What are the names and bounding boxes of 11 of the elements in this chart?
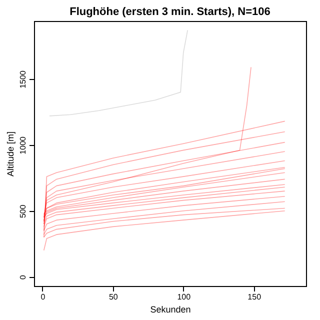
x-tick-label: 0 [40, 292, 46, 302]
y-axis-title: Altitude [m] [6, 131, 16, 177]
y-tick-label: 500 [18, 204, 28, 218]
chart-title: Flughöhe (ersten 3 min. Starts), N=106 [70, 6, 270, 18]
x-tick-label: 50 [108, 292, 118, 302]
x-tick-label: 150 [248, 292, 262, 302]
x-axis-title: Sekunden [150, 304, 191, 314]
x-tick-label: 100 [177, 292, 192, 302]
y-tick-label: 1000 [18, 136, 28, 154]
y-tick-label: 0 [18, 274, 28, 280]
y-tick-label: 1500 [18, 70, 28, 88]
